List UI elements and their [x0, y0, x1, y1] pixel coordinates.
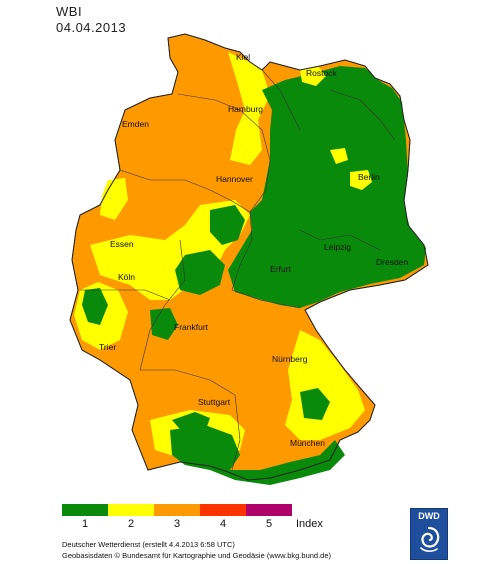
region-green-stuttgart [172, 412, 210, 435]
swirl-icon [420, 526, 440, 552]
region-green-east [228, 66, 426, 308]
legend-label-1: 1 [81, 518, 89, 530]
dwd-logo-text: DWD [418, 511, 440, 521]
city-trier: Trier [99, 342, 116, 352]
city-muenchen: München [290, 438, 325, 448]
city-emden: Emden [122, 119, 149, 129]
state-boundaries [80, 69, 396, 471]
city-rostock: Rostock [306, 68, 337, 78]
map-title: WBI [56, 4, 83, 19]
footer-credit: Deutscher Wetterdienst (erstellt 4.4.201… [62, 540, 235, 549]
city-frankfurt: Frankfurt [174, 322, 209, 332]
region-yellow-west-edge [100, 178, 128, 220]
region-east-spot [330, 148, 348, 164]
city-koeln: Köln [118, 272, 135, 282]
region-green-west [82, 288, 108, 325]
dwd-logo: DWD [410, 508, 448, 560]
city-hannover: Hannover [216, 174, 253, 184]
region-yellow-southeast [285, 330, 365, 440]
city-berlin: Berlin [358, 172, 380, 182]
legend-swatch-2 [108, 504, 154, 516]
region-green-southeast [300, 388, 330, 420]
legend-index-label: Index [296, 518, 323, 530]
germany-map: Kiel Rostock Hamburg Emden Berlin Hannov… [69, 33, 429, 485]
city-leipzig: Leipzig [324, 242, 351, 252]
country-border [69, 33, 429, 481]
legend-swatch-3 [154, 504, 200, 516]
footer-geodata: Geobasisdaten © Bundesamt für Kartograph… [62, 551, 332, 560]
region-green-hesse [210, 205, 245, 245]
map-date: 04.04.2013 [56, 20, 127, 35]
city-nuernberg: Nürnberg [272, 354, 308, 364]
region-berlin-spot [350, 170, 372, 190]
region-yellow-north [228, 52, 270, 165]
city-essen: Essen [110, 239, 134, 249]
legend-label-5: 5 [265, 518, 273, 530]
legend-label-3: 3 [173, 518, 181, 530]
legend-label-4: 4 [219, 518, 227, 530]
region-green-central [175, 250, 225, 295]
city-labels: Kiel Rostock Hamburg Emden Berlin Hannov… [99, 52, 408, 448]
city-kiel: Kiel [236, 52, 250, 62]
region-northeast-spot [300, 66, 326, 86]
city-stuttgart: Stuttgart [198, 397, 231, 407]
legend-label-2: 2 [127, 518, 135, 530]
city-hamburg: Hamburg [228, 104, 263, 114]
city-erfurt: Erfurt [270, 264, 291, 274]
region-green-southwest [150, 308, 178, 340]
legend-swatch-1 [62, 504, 108, 516]
city-dresden: Dresden [376, 257, 408, 267]
legend-swatch-5 [246, 504, 292, 516]
legend-swatch-4 [200, 504, 246, 516]
